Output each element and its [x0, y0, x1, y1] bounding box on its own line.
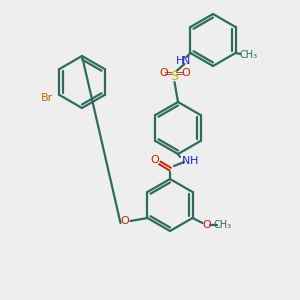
Text: =: =	[175, 69, 184, 79]
Text: N: N	[182, 56, 191, 66]
Text: O: O	[202, 220, 211, 230]
Text: =: =	[164, 69, 173, 79]
Text: S: S	[170, 70, 178, 83]
Text: CH₃: CH₃	[239, 50, 258, 60]
Text: O: O	[181, 68, 190, 78]
Text: O: O	[159, 68, 168, 78]
Text: CH₃: CH₃	[214, 220, 232, 230]
Text: Br: Br	[41, 93, 54, 103]
Text: O: O	[120, 216, 129, 226]
Text: H: H	[176, 56, 185, 66]
Text: H: H	[190, 156, 198, 166]
Text: N: N	[182, 156, 190, 166]
Text: O: O	[151, 155, 159, 165]
